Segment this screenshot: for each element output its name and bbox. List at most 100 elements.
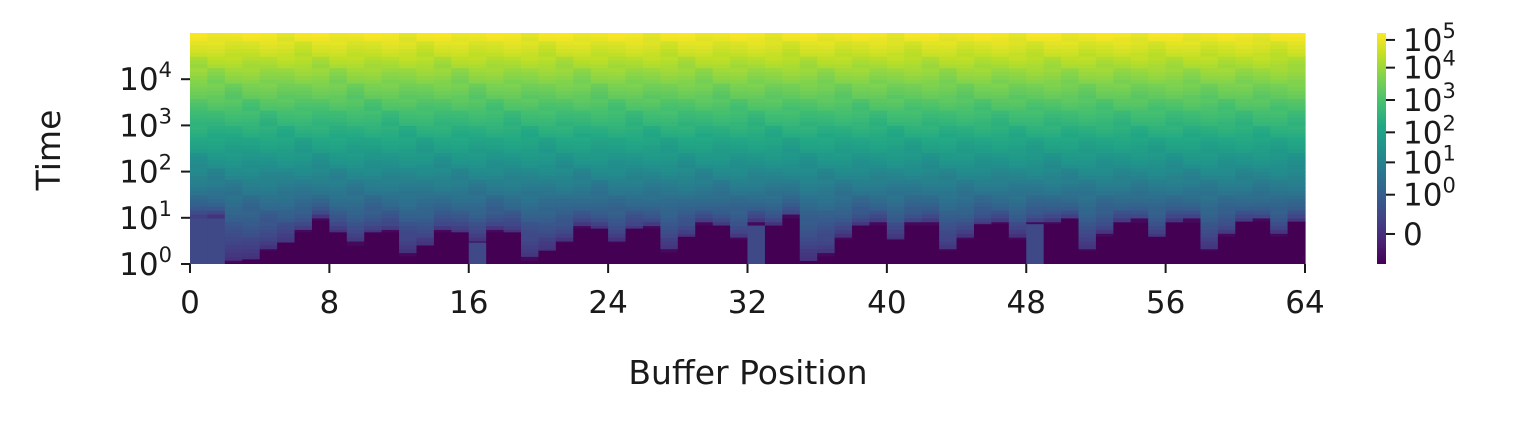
heatmap-cell <box>712 86 731 92</box>
heatmap-cell <box>503 44 522 49</box>
heatmap-cell <box>642 221 661 227</box>
heatmap-cell <box>433 160 452 165</box>
heatmap-cell <box>311 163 330 169</box>
heatmap-cell <box>799 36 818 42</box>
heatmap-cell <box>677 144 696 150</box>
heatmap-cell <box>503 59 522 65</box>
heatmap-cell <box>660 98 679 103</box>
heatmap-cell <box>886 175 905 180</box>
heatmap-cell <box>712 148 731 153</box>
heatmap-cell <box>608 160 627 165</box>
heatmap-cell <box>1026 206 1045 211</box>
heatmap-cell <box>1130 117 1149 123</box>
heatmap-cell <box>991 148 1010 153</box>
heatmap-cell <box>486 136 505 142</box>
heatmap-cell <box>852 40 871 46</box>
heatmap-cell <box>625 187 644 192</box>
heatmap-cell <box>677 52 696 57</box>
heatmap-cell <box>1113 129 1132 134</box>
heatmap-cell <box>277 56 296 61</box>
heatmap-cell <box>1200 121 1219 126</box>
heatmap-cell <box>608 167 627 173</box>
heatmap-cell <box>1252 67 1271 73</box>
heatmap-cell <box>886 48 905 53</box>
heatmap-cell <box>1113 202 1132 207</box>
heatmap-cell <box>747 202 766 207</box>
colorbar-tick-label: 101 <box>1403 141 1456 181</box>
heatmap-cell <box>433 90 452 96</box>
heatmap-cell <box>1235 52 1254 57</box>
heatmap-cell <box>573 198 592 203</box>
heatmap-cell <box>973 152 992 157</box>
heatmap-cell <box>799 190 818 196</box>
heatmap-cell <box>1217 106 1236 111</box>
heatmap-cell <box>590 75 609 80</box>
heatmap-cell <box>608 44 627 49</box>
heatmap-cell <box>1061 59 1080 65</box>
heatmap-cell <box>1165 44 1184 49</box>
heatmap-cell <box>224 63 243 69</box>
heatmap-cell <box>468 229 487 234</box>
heatmap-cell <box>346 129 365 134</box>
heatmap-cell <box>1061 148 1080 153</box>
heatmap-cell <box>224 221 243 227</box>
heatmap-cell <box>277 36 296 42</box>
heatmap-cell <box>764 213 783 219</box>
heatmap-cell <box>642 63 661 69</box>
heatmap-cell <box>608 106 627 111</box>
heatmap-cell <box>468 237 487 242</box>
heatmap-cell <box>1026 133 1045 138</box>
heatmap-cell <box>190 117 209 123</box>
heatmap-cell-base <box>677 236 696 264</box>
heatmap-cell <box>660 133 679 138</box>
heatmap-cell <box>468 56 487 61</box>
heatmap-cell <box>834 36 853 42</box>
heatmap-cell <box>1026 210 1045 215</box>
heatmap-cell <box>1095 90 1114 96</box>
heatmap-cell <box>1165 106 1184 111</box>
heatmap-cell <box>1183 202 1202 207</box>
heatmap-cell <box>1235 167 1254 173</box>
heatmap-cell <box>904 40 923 46</box>
heatmap-cell <box>468 221 487 227</box>
heatmap-cell <box>364 160 383 165</box>
heatmap-cell <box>921 125 940 130</box>
heatmap-cell <box>625 121 644 126</box>
heatmap-cell <box>381 129 400 134</box>
heatmap-cell <box>468 190 487 196</box>
heatmap-cell <box>921 213 940 219</box>
heatmap-cell <box>695 221 714 226</box>
heatmap-cell <box>782 75 801 80</box>
heatmap-cell <box>1183 94 1202 100</box>
heatmap-cell <box>1200 213 1219 219</box>
heatmap-cell <box>538 102 557 107</box>
heatmap-cell <box>381 167 400 173</box>
heatmap-cell <box>486 217 505 223</box>
heatmap-cell <box>1200 202 1219 207</box>
heatmap-cell <box>486 40 505 46</box>
heatmap-cell <box>1287 63 1306 69</box>
heatmap-cell <box>869 190 888 196</box>
heatmap-cell <box>1061 179 1080 184</box>
heatmap-cell <box>294 71 313 76</box>
heatmap-cell <box>904 117 923 123</box>
heatmap-cell <box>1270 117 1289 123</box>
heatmap-cell <box>538 248 557 251</box>
heatmap-cell <box>1148 75 1167 80</box>
heatmap-cell <box>625 133 644 138</box>
heatmap-cell <box>1078 86 1097 92</box>
heatmap-cell <box>834 206 853 211</box>
heatmap-cell <box>364 52 383 57</box>
heatmap-cell <box>468 71 487 76</box>
heatmap-cell <box>416 183 435 188</box>
heatmap-cell <box>625 183 644 188</box>
heatmap-cell <box>451 160 470 165</box>
heatmap-cell <box>608 90 627 96</box>
heatmap-cell <box>381 67 400 73</box>
heatmap-cell <box>346 94 365 100</box>
heatmap-cell <box>242 129 261 134</box>
heatmap-cell <box>590 213 609 219</box>
heatmap-cell <box>190 160 209 165</box>
heatmap-cell <box>817 190 836 196</box>
heatmap-cell <box>608 52 627 57</box>
